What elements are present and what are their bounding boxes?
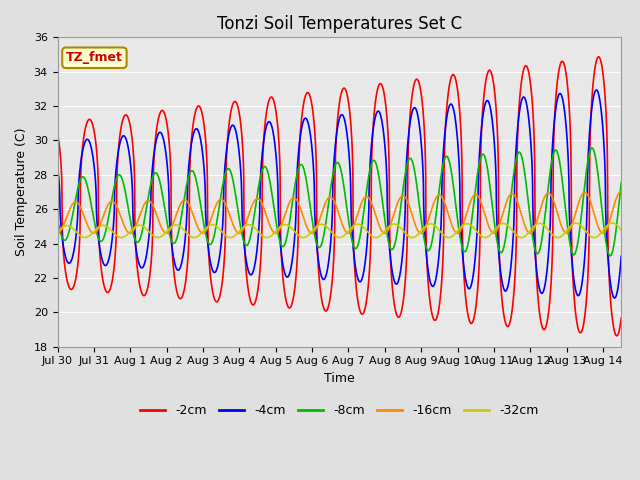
-32cm bbox=[598, 229, 605, 235]
-16cm bbox=[424, 218, 432, 224]
-8cm bbox=[343, 203, 351, 209]
-4cm bbox=[87, 143, 95, 148]
-8cm bbox=[606, 253, 614, 259]
-2cm bbox=[595, 54, 602, 60]
-32cm bbox=[343, 230, 351, 236]
-2cm bbox=[87, 117, 95, 123]
Line: -32cm: -32cm bbox=[58, 223, 621, 238]
-4cm bbox=[406, 117, 414, 122]
-8cm bbox=[54, 217, 61, 223]
-32cm bbox=[531, 223, 539, 228]
-16cm bbox=[54, 230, 61, 236]
-16cm bbox=[407, 208, 415, 214]
-4cm bbox=[343, 128, 351, 133]
-32cm bbox=[87, 232, 95, 238]
-8cm bbox=[406, 156, 414, 161]
-16cm bbox=[617, 189, 625, 194]
-2cm bbox=[406, 107, 414, 113]
-32cm bbox=[618, 227, 625, 233]
-32cm bbox=[424, 222, 431, 228]
Text: TZ_fmet: TZ_fmet bbox=[66, 51, 123, 64]
-8cm bbox=[598, 205, 605, 211]
-16cm bbox=[531, 224, 539, 230]
-32cm bbox=[445, 235, 452, 240]
-2cm bbox=[618, 315, 625, 321]
-2cm bbox=[343, 90, 351, 96]
-8cm bbox=[87, 199, 95, 204]
-16cm bbox=[199, 230, 207, 236]
Line: -2cm: -2cm bbox=[58, 57, 621, 336]
-8cm bbox=[588, 145, 596, 151]
-4cm bbox=[593, 87, 600, 93]
-4cm bbox=[54, 163, 61, 169]
-32cm bbox=[609, 220, 616, 226]
-32cm bbox=[406, 234, 414, 240]
-8cm bbox=[618, 180, 625, 185]
-8cm bbox=[531, 245, 538, 251]
-4cm bbox=[598, 113, 605, 119]
Title: Tonzi Soil Temperatures Set C: Tonzi Soil Temperatures Set C bbox=[217, 15, 462, 33]
-2cm bbox=[54, 131, 61, 137]
-16cm bbox=[343, 230, 351, 236]
-2cm bbox=[598, 62, 605, 68]
-16cm bbox=[87, 228, 95, 234]
-16cm bbox=[598, 230, 605, 236]
-8cm bbox=[424, 248, 431, 253]
Line: -16cm: -16cm bbox=[58, 192, 621, 233]
Y-axis label: Soil Temperature (C): Soil Temperature (C) bbox=[15, 128, 28, 256]
-16cm bbox=[618, 189, 625, 194]
-4cm bbox=[611, 295, 618, 301]
-2cm bbox=[613, 333, 621, 339]
Legend: -2cm, -4cm, -8cm, -16cm, -32cm: -2cm, -4cm, -8cm, -16cm, -32cm bbox=[135, 399, 543, 422]
X-axis label: Time: Time bbox=[324, 372, 355, 385]
-4cm bbox=[531, 244, 538, 250]
-4cm bbox=[618, 253, 625, 259]
-4cm bbox=[424, 264, 431, 270]
Line: -8cm: -8cm bbox=[58, 148, 621, 256]
-2cm bbox=[424, 273, 431, 279]
Line: -4cm: -4cm bbox=[58, 90, 621, 298]
-32cm bbox=[54, 229, 61, 235]
-2cm bbox=[531, 154, 538, 160]
